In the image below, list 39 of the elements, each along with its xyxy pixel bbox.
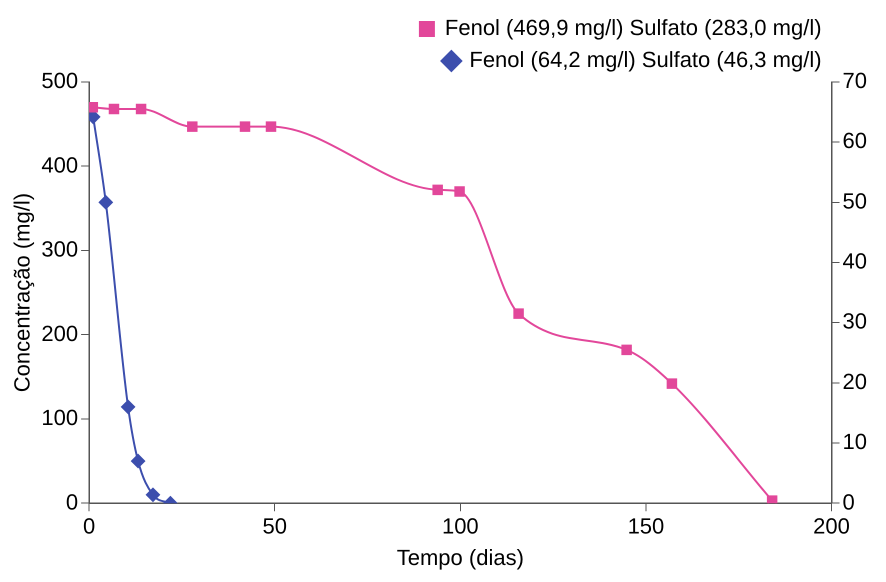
- y2-tick-label: 60: [842, 128, 868, 154]
- x-tick-label: 200: [813, 513, 850, 538]
- point: [121, 400, 136, 414]
- y2-tick-label: 30: [842, 308, 868, 334]
- y-tick-label: 400: [41, 152, 78, 178]
- legend-label: Fenol (469,9 mg/l) Sulfato (283,0 mg/l): [444, 15, 822, 40]
- x-tick-label: 0: [82, 513, 96, 538]
- y-axis-title: Concentração (mg/l): [9, 192, 34, 392]
- point: [766, 495, 778, 504]
- y-tick-label: 100: [41, 405, 78, 430]
- y-tick-label: 500: [41, 68, 78, 94]
- y2-tick-label: 50: [842, 188, 868, 214]
- point: [131, 454, 146, 468]
- point: [513, 308, 524, 319]
- y2-tick-label: 10: [842, 429, 868, 454]
- point: [187, 121, 198, 132]
- y-tick-label: 300: [41, 236, 78, 262]
- x-axis-title: Tempo (dias): [396, 544, 524, 570]
- y2-tick-label: 0: [842, 489, 855, 514]
- point: [666, 378, 678, 389]
- y2-tick-label: 40: [842, 248, 868, 274]
- x-tick-label: 50: [262, 513, 287, 538]
- point: [240, 121, 250, 132]
- y2-tick-label: 70: [842, 68, 868, 94]
- point: [621, 344, 632, 356]
- legend-label: Fenol (64,2 mg/l) Sulfato (46,3 mg/l): [469, 47, 822, 72]
- point: [432, 184, 443, 196]
- x-tick-label: 100: [442, 513, 479, 538]
- point: [454, 186, 465, 197]
- point: [266, 121, 276, 132]
- point: [136, 104, 146, 114]
- point: [146, 488, 160, 502]
- x-tick-label: 150: [628, 513, 664, 538]
- point: [108, 104, 120, 114]
- point: [98, 195, 113, 210]
- y2-tick-label: 20: [842, 368, 868, 394]
- y-tick-label: 200: [41, 320, 78, 346]
- point: [89, 102, 98, 113]
- y-tick-label: 0: [66, 489, 78, 514]
